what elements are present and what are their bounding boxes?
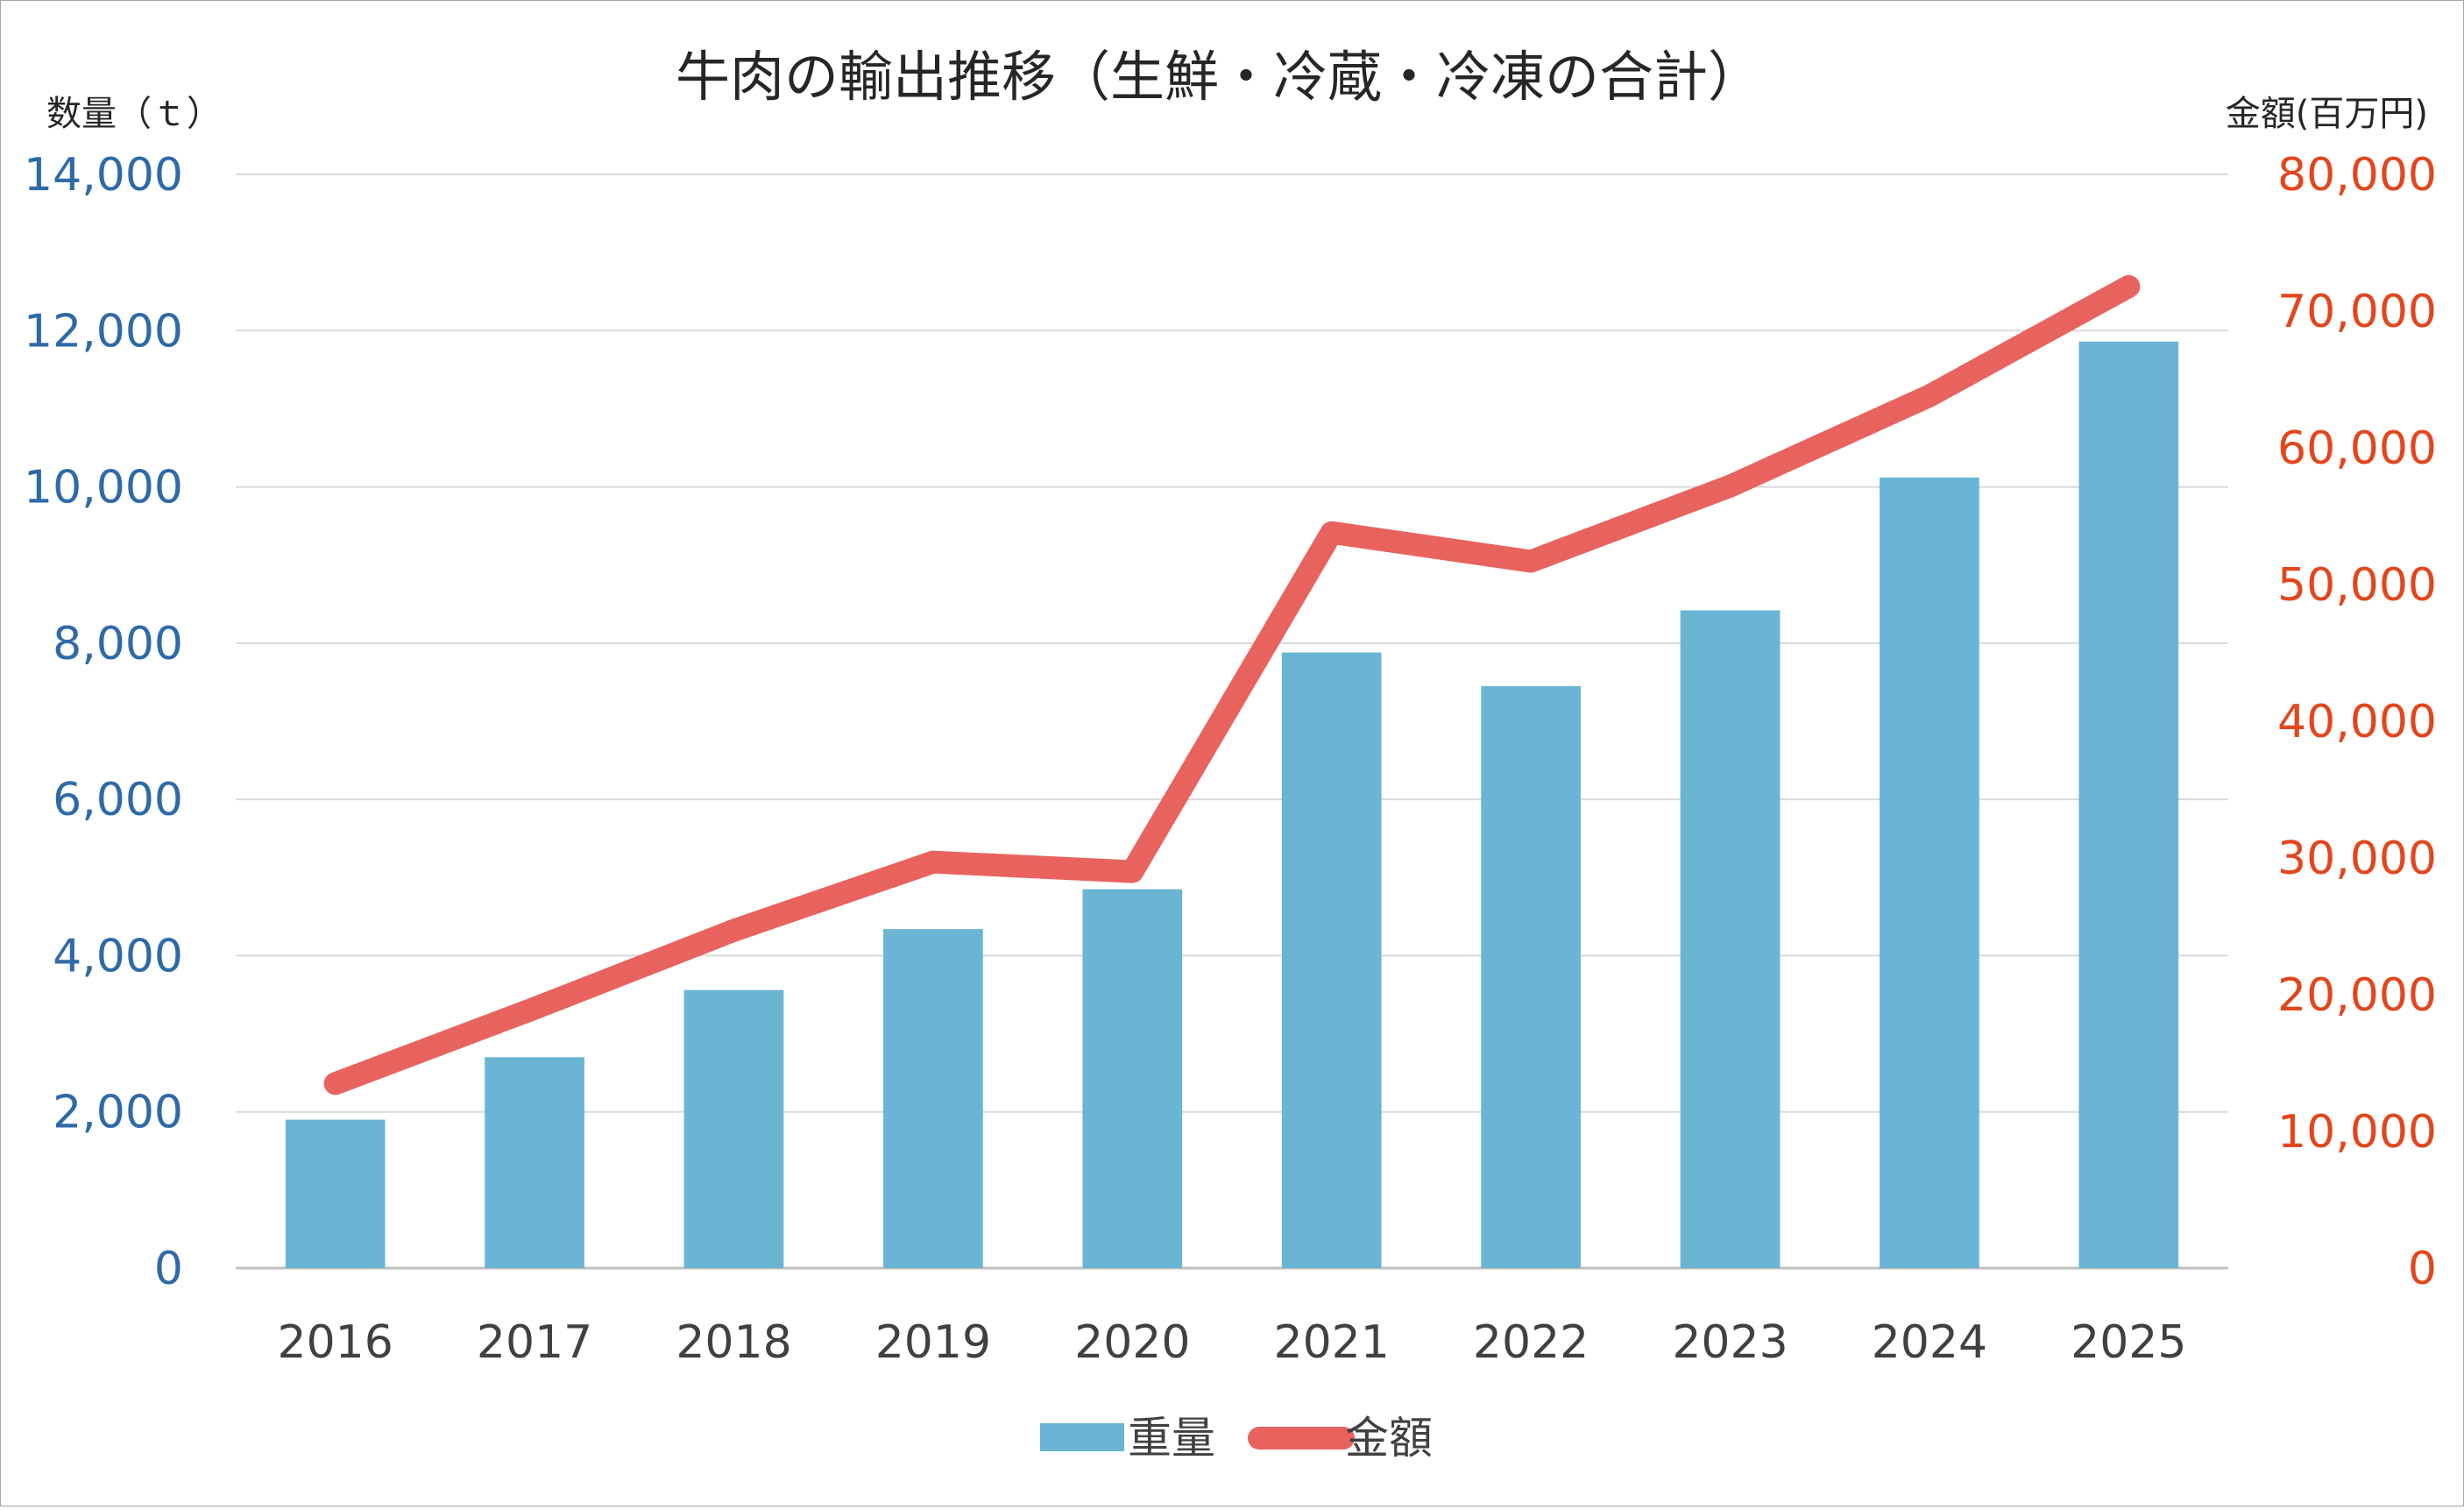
left-axis-ticks: 0 2,000 4,000 6,000 8,000 10,000 12,000 14,000 bbox=[24, 149, 183, 1295]
right-tick-label: 80,000 bbox=[2277, 149, 2437, 202]
amount-point-2025 bbox=[2127, 284, 2131, 288]
bar-2019 bbox=[883, 929, 983, 1268]
bar-2022 bbox=[1481, 685, 1581, 1268]
left-tick-label: 12,000 bbox=[24, 305, 183, 358]
amount-point-2022 bbox=[1529, 559, 1533, 564]
amount-point-2023 bbox=[1728, 484, 1732, 488]
amount-point-2016 bbox=[333, 1081, 337, 1086]
bar-2021 bbox=[1281, 652, 1382, 1268]
x-tick-label: 2021 bbox=[1274, 1316, 1390, 1369]
bar-2020 bbox=[1082, 889, 1183, 1268]
bar-2024 bbox=[1880, 477, 1979, 1268]
amount-point-2021 bbox=[1329, 530, 1334, 535]
right-tick-label: 0 bbox=[2408, 1243, 2437, 1295]
amount-point-2018 bbox=[732, 928, 736, 932]
x-tick-label: 2022 bbox=[1473, 1316, 1589, 1369]
x-tick-label: 2020 bbox=[1074, 1316, 1190, 1369]
x-tick-label: 2016 bbox=[278, 1316, 393, 1369]
bar-2018 bbox=[683, 989, 784, 1268]
right-tick-label: 60,000 bbox=[2277, 422, 2437, 475]
x-tick-label: 2025 bbox=[2071, 1316, 2186, 1369]
amount-line bbox=[323, 274, 2141, 1095]
right-tick-label: 70,000 bbox=[2277, 286, 2437, 338]
bar-2017 bbox=[485, 1057, 584, 1268]
left-tick-label: 2,000 bbox=[53, 1087, 183, 1139]
legend: 重量 金額 bbox=[1040, 1413, 1433, 1464]
x-tick-label: 2023 bbox=[1672, 1316, 1788, 1369]
left-tick-label: 0 bbox=[154, 1243, 183, 1295]
right-axis-ticks: 0 10,000 20,000 30,000 40,000 50,000 60,000 70,… bbox=[2277, 149, 2437, 1295]
right-tick-label: 40,000 bbox=[2277, 696, 2437, 748]
bar-series bbox=[285, 341, 2179, 1268]
amount-point-2020 bbox=[1130, 869, 1135, 874]
right-tick-label: 30,000 bbox=[2277, 833, 2437, 885]
left-tick-label: 4,000 bbox=[53, 930, 183, 982]
right-tick-label: 50,000 bbox=[2277, 559, 2437, 612]
amount-point-2019 bbox=[931, 860, 935, 864]
left-tick-label: 14,000 bbox=[24, 149, 183, 202]
right-tick-label: 10,000 bbox=[2277, 1106, 2437, 1159]
left-tick-label: 6,000 bbox=[53, 774, 183, 826]
bar-2016 bbox=[285, 1119, 386, 1268]
x-tick-label: 2018 bbox=[676, 1316, 791, 1369]
amount-point-2017 bbox=[533, 1006, 537, 1010]
left-tick-label: 10,000 bbox=[24, 462, 183, 514]
left-tick-label: 8,000 bbox=[53, 618, 183, 670]
legend-label-weight: 重量 bbox=[1128, 1413, 1215, 1464]
line-series bbox=[323, 274, 2141, 1095]
legend-label-amount: 金額 bbox=[1345, 1413, 1433, 1464]
legend-swatch-weight bbox=[1040, 1423, 1124, 1451]
amount-point-2024 bbox=[1927, 393, 1931, 398]
right-tick-label: 20,000 bbox=[2277, 969, 2437, 1022]
x-tick-label: 2017 bbox=[477, 1316, 592, 1369]
right-axis-label: 金額(百万円) bbox=[2226, 94, 2428, 134]
x-axis-ticks: 2016 2017 2018 2019 2020 2021 2022 2023 2024 2025 bbox=[278, 1316, 2187, 1369]
chart-title: 牛肉の輸出推移（生鮮・冷蔵・冷凍の合計） bbox=[676, 45, 1762, 109]
x-tick-label: 2024 bbox=[1872, 1316, 1987, 1369]
left-axis-label: 数量（ｔ） bbox=[46, 94, 222, 134]
bar-2025 bbox=[2078, 341, 2179, 1268]
x-tick-label: 2019 bbox=[875, 1316, 991, 1369]
bar-2023 bbox=[1680, 610, 1781, 1268]
